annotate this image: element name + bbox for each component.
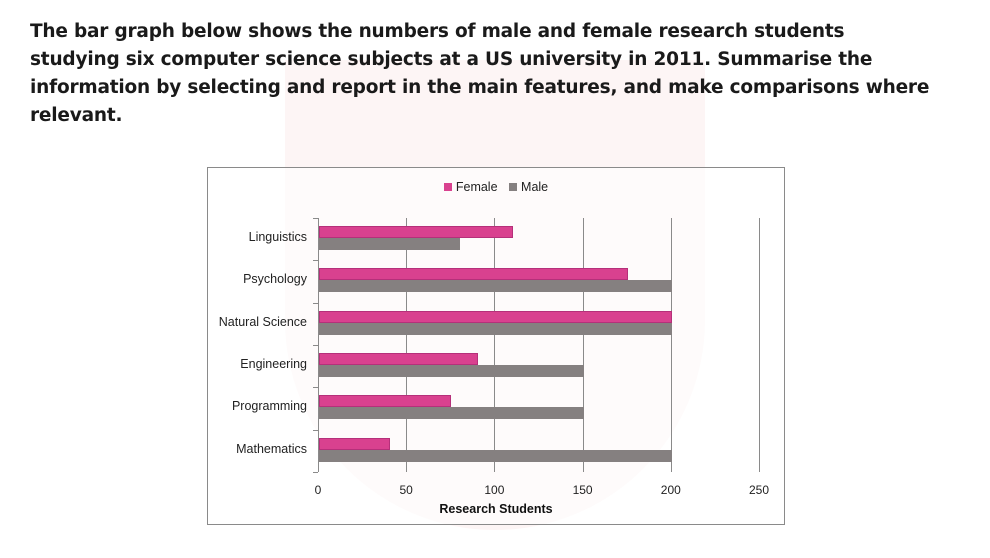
bar-male [319, 407, 584, 420]
y-tick [313, 302, 318, 304]
bar-female [319, 353, 478, 365]
category-label: Engineering [240, 357, 307, 371]
task-prompt: The bar graph below shows the numbers of… [30, 21, 930, 126]
x-tick-label: 250 [748, 483, 770, 497]
y-tick [313, 387, 318, 389]
bar-chart: Female Male 0 50 100 150 200 250 Linguistics Ps… [207, 167, 785, 525]
category-label: Psychology [243, 272, 307, 287]
bar-female [319, 395, 452, 408]
gridline [670, 218, 672, 472]
category-row: Psychology [243, 260, 759, 302]
female-swatch-icon [443, 183, 452, 191]
x-tick-label: 50 [399, 483, 413, 497]
gridline [759, 218, 760, 472]
y-tick [313, 260, 318, 262]
category-row: Mathematics [236, 430, 759, 472]
y-tick [313, 218, 318, 219]
bar-female [319, 437, 390, 450]
bar-female [319, 310, 672, 323]
legend-label-male: Male [521, 180, 549, 194]
x-tick-label: 100 [484, 483, 505, 497]
male-swatch-icon [509, 183, 518, 191]
bar-male [319, 449, 672, 462]
legend-label-female: Female [455, 180, 498, 194]
legend-item-male: Male [509, 180, 548, 194]
chart-legend: Female Male [208, 180, 784, 194]
x-axis-title: Research Students [439, 502, 553, 516]
category-label: Mathematics [236, 441, 307, 456]
x-tick-label: 150 [572, 483, 593, 497]
y-tick [313, 429, 318, 431]
bar-female [319, 226, 514, 238]
bar-male [319, 322, 672, 335]
bar-female [319, 268, 628, 281]
category-label: Linguistics [248, 230, 307, 244]
y-tick [313, 345, 318, 346]
category-label: Programming [231, 399, 307, 414]
bar-male [319, 365, 584, 377]
gridline [582, 218, 584, 472]
category-label: Natural Science [218, 314, 307, 329]
category-row: Engineering [240, 345, 759, 387]
x-tick-label: 200 [660, 483, 681, 497]
bar-male [319, 238, 461, 250]
y-axis [318, 218, 319, 472]
category-row: Programming [232, 387, 759, 429]
legend-item-female: Female [443, 180, 498, 194]
gridline [406, 218, 408, 472]
gridline [494, 218, 496, 472]
plot-area: 0 50 100 150 200 250 Linguistics Psychology Natu… [219, 218, 769, 497]
x-tick-label: 0 [314, 483, 322, 497]
category-row: Natural Science [219, 303, 759, 345]
bar-male [319, 280, 672, 293]
y-tick [313, 472, 318, 473]
category-row: Linguistics [249, 218, 759, 260]
